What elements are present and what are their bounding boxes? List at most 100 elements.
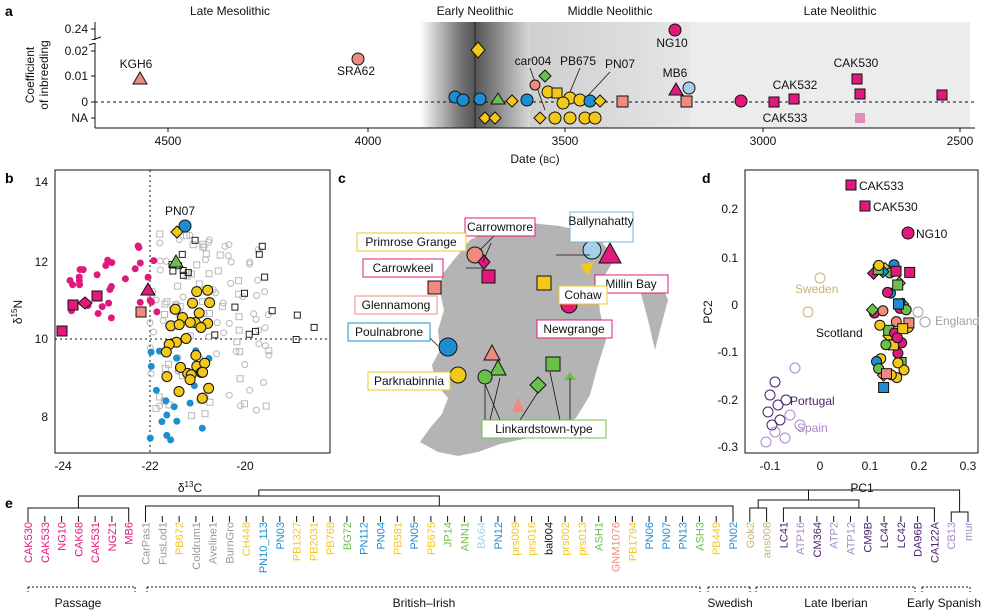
marker-l7 <box>564 372 576 380</box>
panel-a-y-ticks: 0.24 0.02 0.01 0 NA <box>65 22 89 125</box>
xtick-2500: 2500 <box>947 134 974 148</box>
b-hl1 <box>170 225 184 239</box>
b-hl4 <box>56 325 68 337</box>
panel-d-x-ticks: -0.1 0 0.1 0.2 0.3 <box>760 459 977 473</box>
panel-d-scatter <box>760 259 931 448</box>
ytick-dm01: -0.1 <box>717 345 738 359</box>
ref-circle <box>261 324 269 332</box>
b-hl2 <box>168 254 184 268</box>
leaf-label: PB1327 <box>292 522 304 561</box>
ref-square <box>235 313 243 321</box>
marker-millin-bay <box>598 241 622 264</box>
xtick-3500: 3500 <box>552 134 579 148</box>
ref-circle <box>241 361 249 368</box>
leaf-label: FusLod1 <box>157 522 169 565</box>
point-a18 <box>682 81 696 95</box>
label-portugal: Portugal <box>790 394 835 408</box>
pc-spain <box>769 426 781 438</box>
leaf-label: CM364 <box>812 522 824 557</box>
pc-spain <box>760 436 772 448</box>
site-parknabinnia: Parknabinnia <box>374 374 444 388</box>
b-hl8 <box>140 282 156 296</box>
ytick-dm02: -0.2 <box>717 393 738 407</box>
label-cak532: CAK532 <box>773 78 818 92</box>
iso-pink <box>131 265 139 273</box>
leaf-label: prs016 <box>527 522 539 556</box>
iso-pink <box>148 298 155 306</box>
ytick-12: 12 <box>35 255 49 269</box>
ytick-d02: 0.2 <box>721 202 738 216</box>
iso-pink <box>144 273 152 281</box>
map-markers <box>427 240 622 412</box>
iso-blue <box>173 417 181 425</box>
leaf-label: PN12 <box>493 522 505 550</box>
xlabel-delta: δ <box>178 481 185 495</box>
point-na1 <box>478 111 492 125</box>
pc-point-sq <box>903 317 915 329</box>
point-a19 <box>680 95 693 108</box>
ref-square <box>161 300 169 308</box>
tree-link <box>145 505 734 516</box>
iso-pink <box>93 271 101 279</box>
point-sra62 <box>351 52 365 66</box>
marker-glennamong <box>427 280 442 295</box>
point-a23 <box>936 89 948 101</box>
iso-blue <box>147 348 155 356</box>
ref-circle <box>264 311 272 319</box>
label-sweden: Sweden <box>795 282 838 296</box>
panel-d-frame <box>744 169 979 454</box>
late-neolithic-band <box>690 22 970 128</box>
pc-portugal <box>762 406 774 418</box>
xtick-m22: -22 <box>141 459 159 473</box>
xtick-0: 0 <box>817 459 824 473</box>
iso-pink <box>135 244 143 251</box>
box-ballynahatty <box>569 211 634 243</box>
iso-yellow <box>184 374 196 386</box>
leaf-label: prs013 <box>577 522 589 556</box>
ref-circle <box>156 257 164 265</box>
point-a11 <box>551 87 563 99</box>
iso-blue <box>158 418 166 426</box>
ref-square-dark <box>258 242 266 250</box>
box-linkardstown <box>481 419 607 439</box>
pc-point <box>877 305 889 317</box>
marker-poulnabrone <box>438 337 458 357</box>
pc-point <box>882 286 893 298</box>
iso-yellow <box>187 297 198 309</box>
site-carrowmore: Carrowmore <box>467 220 533 234</box>
ref-circle <box>159 317 167 325</box>
leaf-label: prs002 <box>560 522 572 556</box>
ref-square <box>193 261 201 269</box>
ytick-d0: 0 <box>731 298 738 312</box>
ref-circle <box>265 351 273 359</box>
xlabel-sup: 13 <box>185 480 194 489</box>
leaf-label: PB672 <box>174 522 186 555</box>
map-label-boxes: Carrowmore Ballynahatty Primrose Grange … <box>347 211 669 439</box>
ref-circle <box>205 333 213 341</box>
label-scotland: Scotland <box>816 326 863 340</box>
iso-pink <box>150 257 158 265</box>
iso-yellow <box>184 317 196 328</box>
point-na2 <box>488 111 502 125</box>
box-primrose-grange <box>356 232 467 252</box>
iso-yellow <box>197 366 209 378</box>
ref-circle <box>246 386 254 394</box>
tree-link <box>757 499 860 508</box>
leaf-label: ASH3 <box>694 522 706 551</box>
xtick-03: 0.3 <box>960 459 977 473</box>
iso-yellow <box>175 361 186 373</box>
label-cak533-d: CAK533 <box>859 179 904 193</box>
site-cohaw: Cohaw <box>564 288 602 302</box>
marker-carrowmore <box>466 246 484 264</box>
ref-circle <box>246 260 254 268</box>
pc-spain <box>779 432 791 444</box>
ref-square <box>236 375 244 383</box>
label-ng10: NG10 <box>656 36 688 50</box>
leaf-label: CAK530 <box>23 522 35 563</box>
ref-circle <box>150 328 157 336</box>
panel-d: d -0.1 0 0.1 0.2 0.3 0.2 0.1 0 -0.1 -0.2… <box>701 169 979 495</box>
ref-square <box>265 347 273 355</box>
pc-portugal <box>780 394 792 406</box>
xlabel-main: Date ( <box>510 152 543 166</box>
